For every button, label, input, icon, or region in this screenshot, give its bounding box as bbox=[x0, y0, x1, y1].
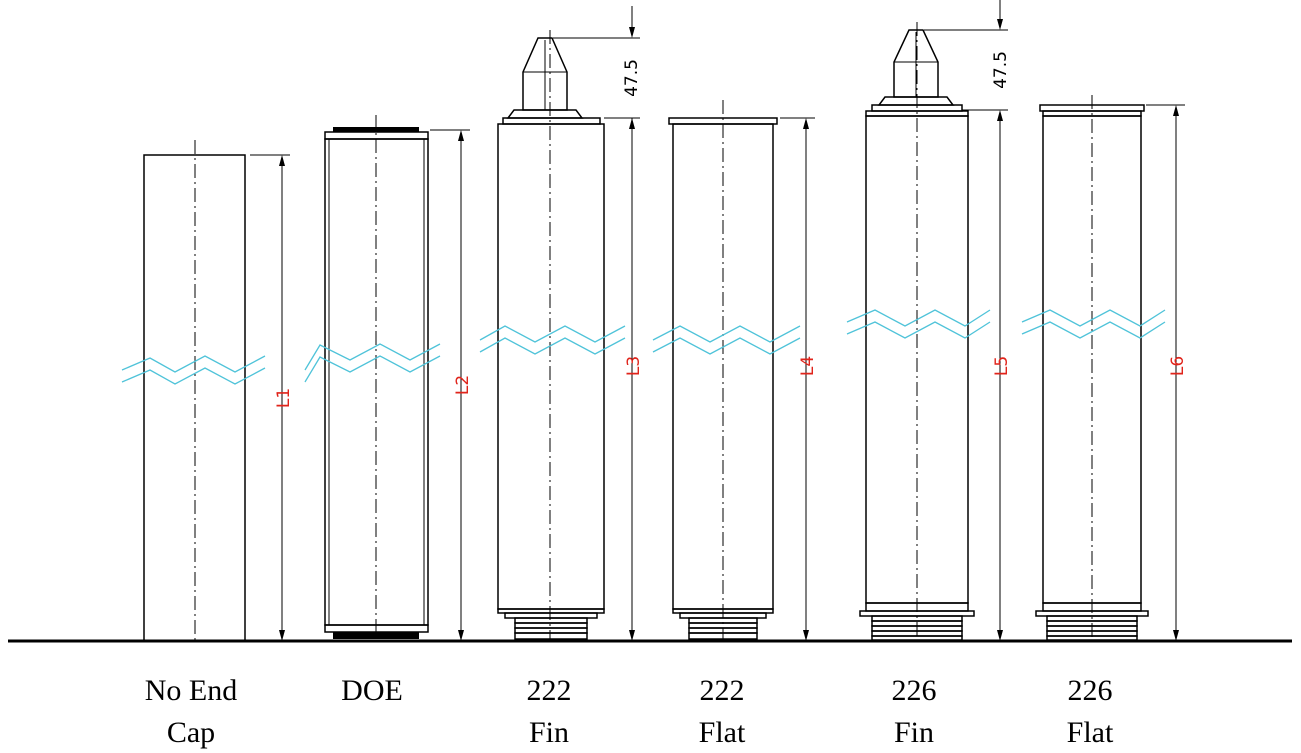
caption-226-fin-line1: 226 bbox=[892, 674, 937, 707]
length-label-l2: L2 bbox=[453, 375, 473, 395]
length-label-l6: L6 bbox=[1168, 356, 1188, 376]
break-mark bbox=[304, 343, 441, 383]
length-label-l3: L3 bbox=[624, 356, 644, 376]
caption-226-flat-line2: Flat bbox=[1067, 716, 1114, 749]
fin-dimension-222: 47.5 bbox=[622, 59, 642, 97]
cartridge-doe: L2 DOE bbox=[304, 115, 473, 707]
caption-226-fin-line2: Fin bbox=[894, 716, 934, 749]
break-mark bbox=[846, 309, 991, 339]
break-mark bbox=[479, 325, 626, 355]
cartridge-222-fin: 47.5 L3 222 Fin bbox=[479, 6, 644, 749]
caption-222-fin-line2: Fin bbox=[529, 716, 569, 749]
break-mark bbox=[652, 325, 801, 355]
cartridge-226-fin: 47.5 L5 226 Fin bbox=[846, 0, 1012, 749]
fin-dimension-226: 47.5 bbox=[991, 51, 1011, 89]
length-label-l5: L5 bbox=[992, 356, 1012, 376]
caption-doe-line1: DOE bbox=[341, 674, 403, 707]
length-label-l4: L4 bbox=[798, 356, 818, 376]
caption-222-flat-line2: Flat bbox=[699, 716, 746, 749]
cartridge-226-flat: L6 226 Flat bbox=[1021, 95, 1188, 749]
length-label-l1: L1 bbox=[274, 388, 294, 408]
cartridge-222-flat: L4 222 Flat bbox=[652, 100, 818, 749]
caption-222-flat-line1: 222 bbox=[700, 674, 745, 707]
caption-no-end-cap-line2: Cap bbox=[167, 716, 215, 749]
caption-no-end-cap-line1: No End bbox=[145, 674, 238, 707]
caption-226-flat-line1: 226 bbox=[1068, 674, 1113, 707]
break-mark bbox=[121, 355, 266, 385]
cartridge-no-end-cap: L1 No End Cap bbox=[121, 140, 294, 749]
break-mark bbox=[1021, 309, 1166, 339]
caption-222-fin-line1: 222 bbox=[527, 674, 572, 707]
